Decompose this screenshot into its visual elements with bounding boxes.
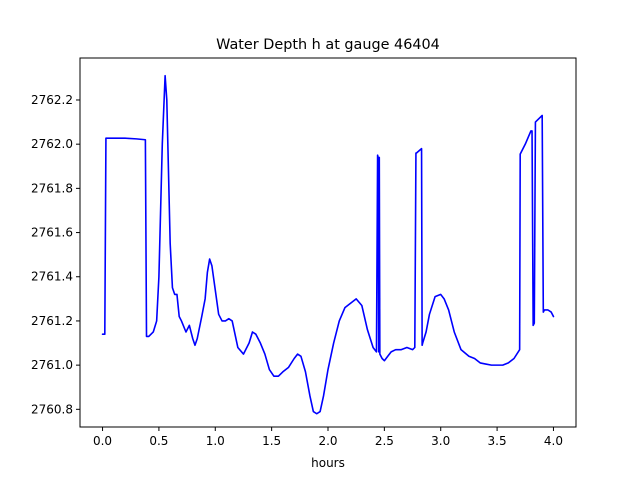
x-tick-label: 4.0 — [544, 434, 563, 448]
y-tick-label: 2762.2 — [31, 93, 73, 107]
y-tick-label: 2762.0 — [31, 137, 73, 151]
x-tick-label: 0.5 — [149, 434, 168, 448]
x-tick-label: 3.5 — [488, 434, 507, 448]
y-tick-label: 2760.8 — [31, 402, 73, 416]
y-tick-label: 2761.2 — [31, 314, 73, 328]
chart-title: Water Depth h at gauge 46404 — [216, 37, 440, 53]
plot-area-frame — [79, 57, 577, 428]
y-tick-label: 2761.8 — [31, 181, 73, 195]
x-axis-label: hours — [311, 456, 345, 470]
x-tick-label: 2.5 — [375, 434, 394, 448]
y-tick-label: 2761.4 — [31, 270, 73, 284]
x-tick-label: 3.0 — [431, 434, 450, 448]
x-tick-label: 1.5 — [262, 434, 281, 448]
series-line — [101, 74, 555, 415]
y-tick-label: 2761.0 — [31, 358, 73, 372]
y-tick-label: 2761.6 — [31, 226, 73, 240]
series-layer — [101, 74, 555, 415]
x-tick-label: 0.0 — [93, 434, 112, 448]
x-tick-label: 1.0 — [206, 434, 225, 448]
y-axis-ticks: 2760.8 2761.0 2761.2 2761.4 2761.6 2761.8 2762… — [31, 93, 80, 416]
x-axis-ticks: 0.0 0.5 1.0 1.5 2.0 2.5 3.0 3.5 4.0 — [93, 427, 563, 448]
x-tick-label: 2.0 — [318, 434, 337, 448]
